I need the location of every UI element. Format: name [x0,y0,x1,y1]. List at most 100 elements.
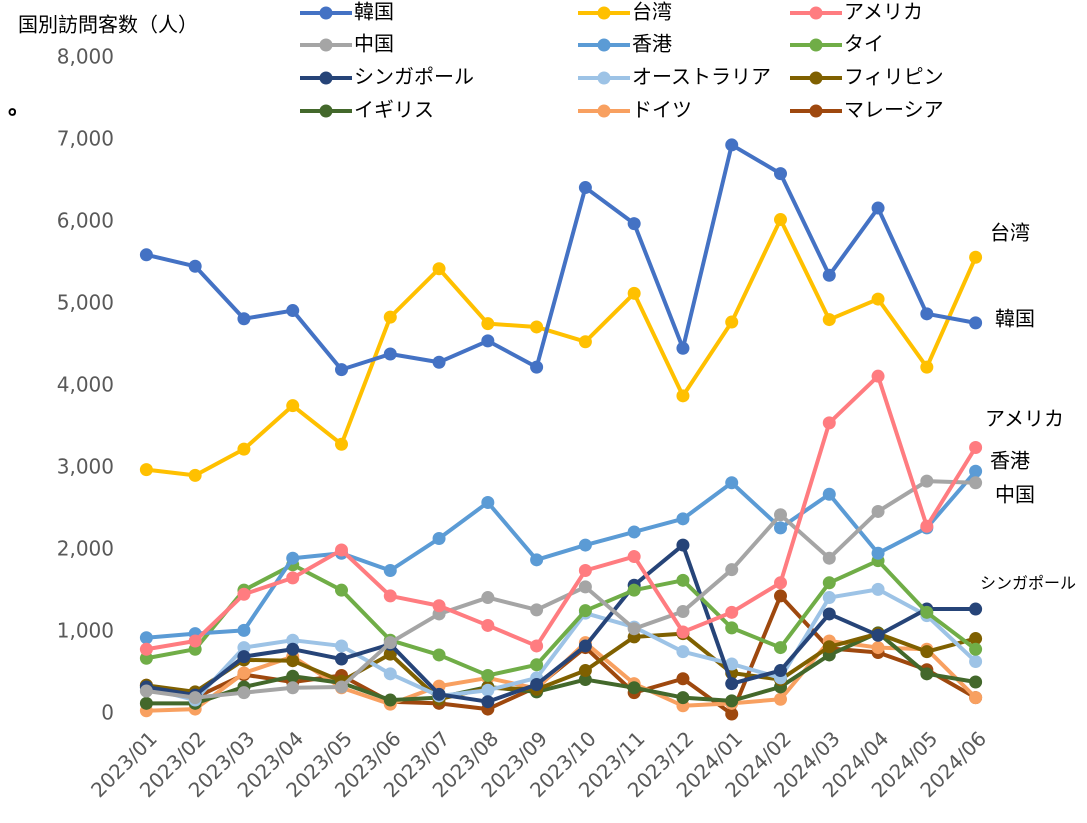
data-point [432,355,446,369]
data-point [481,695,495,709]
data-point [920,645,934,659]
data-point [432,687,446,701]
annotation: 香港 [990,449,1030,473]
series-line [146,217,978,478]
data-point [139,248,153,262]
y-tick-label: 2,000 [57,537,114,561]
y-tick-label: 3,000 [57,455,114,479]
data-point [335,680,348,694]
data-point [627,217,641,231]
data-point [286,304,300,318]
data-point [286,571,300,585]
data-point [969,642,983,656]
data-point [383,636,397,650]
data-point [335,543,348,557]
data-point [871,582,885,596]
y-tick-label: 4,000 [57,373,114,397]
legend-marker [597,6,611,20]
data-point [822,487,836,501]
data-point [481,618,495,632]
data-point [286,633,300,647]
legend-label: 台湾 [632,0,672,24]
data-point [969,675,983,689]
data-point [481,334,495,348]
data-point [530,360,544,374]
data-point [578,538,592,552]
data-point [481,495,495,509]
legend-marker [319,71,333,85]
data-point [822,416,836,430]
data-point [871,201,885,215]
data-point [871,504,885,518]
data-point [725,677,739,691]
note: 。 [8,95,30,120]
data-point [676,389,690,403]
data-point [237,686,251,700]
data-point [822,268,836,282]
data-point [578,604,592,618]
data-point [188,634,202,648]
series-line [146,558,977,678]
data-point [725,707,739,721]
data-point [627,286,641,300]
data-point [237,587,251,601]
data-point [530,320,544,334]
annotation: アメリカ [985,407,1064,431]
data-point [237,312,251,326]
data-point [725,563,739,577]
data-point [578,664,592,678]
data-point [920,307,934,321]
data-point [774,664,787,678]
data-point [139,463,153,477]
data-point [969,632,983,646]
data-point [774,167,787,181]
data-point [237,666,251,680]
data-point [188,259,202,273]
data-point [286,681,300,695]
data-point [774,589,787,603]
data-point [188,691,202,705]
data-point [481,668,495,682]
data-point [920,605,934,619]
data-point [530,677,544,691]
data-point [578,673,592,687]
legend-marker [809,6,823,20]
data-point [969,250,983,264]
data-point [335,583,348,597]
data-point [286,642,300,656]
data-point [774,521,787,535]
data-point [774,508,787,522]
data-point [139,642,153,656]
data-point [383,589,397,603]
data-point [676,691,690,705]
data-point [822,591,836,605]
data-point [627,681,641,695]
data-point [969,602,983,616]
data-point [481,683,495,697]
annotation: シンガポール [980,574,1076,593]
legend-marker [809,38,823,52]
annotation: 中国 [995,483,1035,507]
data-point [286,654,300,668]
data-point [383,647,397,661]
series-line [145,593,977,716]
data-point [920,667,934,681]
data-point [774,641,787,655]
legend-label: 香港 [632,32,672,56]
data-point [578,335,592,349]
data-point [578,580,592,594]
y-tick-label: 7,000 [57,127,114,151]
data-point [432,648,446,662]
data-point [286,399,300,413]
data-point [822,551,836,565]
chart-title: 国別訪問客数（人） [18,13,198,37]
data-point [822,607,836,621]
legend-label: シンガポール [354,65,474,89]
data-point [871,641,885,655]
data-point [578,639,592,653]
annotation: 台湾 [990,221,1030,245]
series-line [146,479,976,700]
legend-marker [809,71,823,85]
legend-label: アメリカ [844,0,923,24]
